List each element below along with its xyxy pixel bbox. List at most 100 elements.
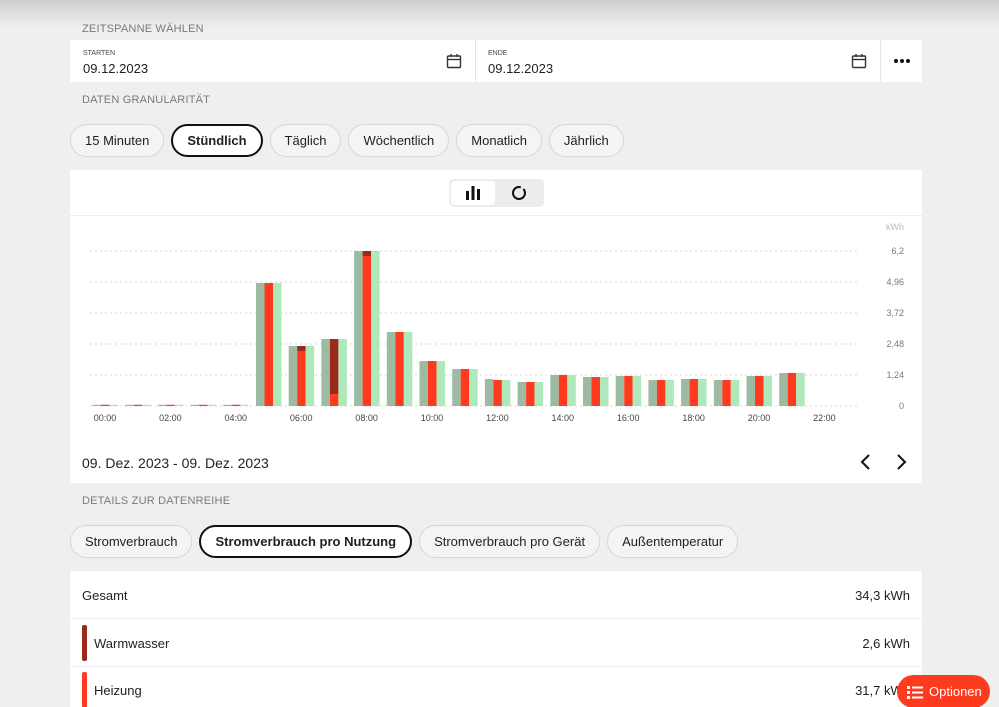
bar — [681, 379, 690, 406]
bar — [288, 346, 298, 406]
range-label: 09. Dez. 2023 - 09. Dez. 2023 — [82, 455, 269, 471]
bar — [648, 380, 657, 406]
bar — [632, 376, 642, 406]
x-tick-label: 00:00 — [94, 413, 117, 423]
bar — [722, 380, 731, 406]
bar — [362, 251, 372, 256]
bar — [600, 377, 609, 406]
bar — [329, 339, 339, 394]
options-label: Optionen — [929, 684, 982, 699]
x-tick-label: 02:00 — [159, 413, 182, 423]
section-label: DATEN GRANULARITÄT — [82, 94, 211, 106]
end-label: ENDE — [488, 50, 508, 57]
bar — [779, 373, 788, 406]
separator — [70, 215, 922, 216]
bar — [428, 361, 437, 406]
bar — [624, 376, 633, 406]
bar — [591, 377, 600, 406]
x-tick-label: 18:00 — [682, 413, 705, 423]
calendar-icon[interactable] — [851, 53, 867, 69]
bar — [656, 380, 666, 406]
bar — [787, 373, 797, 406]
bar — [583, 377, 592, 406]
pill-button[interactable]: Stromverbrauch — [70, 525, 193, 558]
divider — [475, 40, 476, 82]
divider — [880, 40, 881, 82]
pill-button[interactable]: Stromverbrauch pro Nutzung — [199, 525, 413, 558]
bar — [386, 332, 396, 406]
list-icon — [907, 685, 923, 699]
y-tick-label: 6,2 — [891, 246, 904, 256]
bar — [665, 380, 674, 406]
bar — [484, 379, 494, 406]
row-value: 31,7 kWh — [855, 683, 910, 698]
bar — [240, 404, 249, 406]
pill-button[interactable]: 15 Minuten — [70, 124, 165, 157]
table-row: Heizung 31,7 kWh — [70, 666, 922, 707]
x-tick-label: 20:00 — [748, 413, 771, 423]
pill-button[interactable]: Jährlich — [548, 124, 624, 157]
bar — [689, 379, 699, 406]
bar — [730, 380, 740, 406]
bar — [746, 376, 755, 406]
row-value: 2,6 kWh — [862, 635, 910, 651]
color-swatch — [82, 624, 87, 661]
bar — [354, 251, 363, 406]
start-date[interactable]: 09.12.2023 — [83, 61, 149, 76]
x-tick-label: 14:00 — [552, 413, 575, 423]
bar — [796, 373, 805, 406]
detail-tabs: Stromverbrauch Stromverbrauch pro Nutzung… — [70, 525, 739, 558]
more-button[interactable] — [892, 56, 912, 66]
end-date[interactable]: 09.12.2023 — [488, 61, 554, 76]
x-tick-label: 16:00 — [617, 413, 640, 423]
nav-arrows[interactable] — [858, 454, 908, 470]
top-shadow — [0, 0, 999, 28]
bar — [207, 404, 217, 406]
pill-button[interactable]: Monatlich — [456, 124, 542, 157]
chart-card: kWh 0 1,24 2,48 3,72 4,96 6,2 00:00 02:00 04:00 0… — [70, 170, 922, 483]
bar — [297, 351, 306, 406]
x-tick-label: 08:00 — [355, 413, 378, 423]
table-row: Warmwasser 2,6 kWh — [70, 619, 922, 667]
bar — [567, 375, 576, 406]
bar — [526, 382, 535, 406]
bar — [174, 404, 184, 406]
bar — [436, 361, 445, 406]
y-tick-label: 4,96 — [886, 277, 904, 287]
bar — [297, 346, 306, 351]
y-tick-label: 3,72 — [886, 308, 904, 318]
calendar-icon[interactable] — [446, 53, 462, 69]
bar — [534, 382, 544, 406]
pill-button[interactable]: Täglich — [269, 124, 342, 157]
start-label: STARTEN — [83, 50, 116, 57]
bar — [92, 404, 101, 406]
bar — [763, 376, 772, 406]
row-label: Gesamt — [82, 588, 128, 603]
bar — [157, 404, 167, 406]
bar — [419, 361, 428, 406]
section-label: DETAILS ZUR DATENREIHE — [82, 495, 231, 507]
bar — [273, 283, 282, 406]
bar — [256, 283, 265, 406]
bar — [305, 346, 315, 406]
x-tick-label: 22:00 — [813, 413, 836, 423]
options-button[interactable]: Optionen — [897, 675, 990, 707]
pill-button[interactable]: Außentemperatur — [607, 525, 739, 558]
pill-button[interactable]: Stromverbrauch pro Gerät — [419, 525, 601, 558]
bar — [321, 339, 330, 406]
pill-button[interactable]: Wöchentlich — [348, 124, 450, 157]
bar — [395, 332, 404, 406]
bar — [452, 369, 461, 406]
bar-icon[interactable] — [465, 185, 481, 201]
color-swatch — [82, 672, 87, 707]
x-tick-label: 12:00 — [486, 413, 509, 423]
granularity-options: 15 Minuten Stündlich Täglich Wöchentlich Mon… — [70, 124, 624, 157]
bar — [101, 404, 110, 406]
bar — [501, 380, 511, 406]
pill-button[interactable]: Stündlich — [171, 124, 263, 157]
donut-icon[interactable] — [511, 185, 527, 201]
bar — [371, 251, 380, 406]
bar — [493, 380, 502, 406]
x-tick-label: 06:00 — [290, 413, 313, 423]
